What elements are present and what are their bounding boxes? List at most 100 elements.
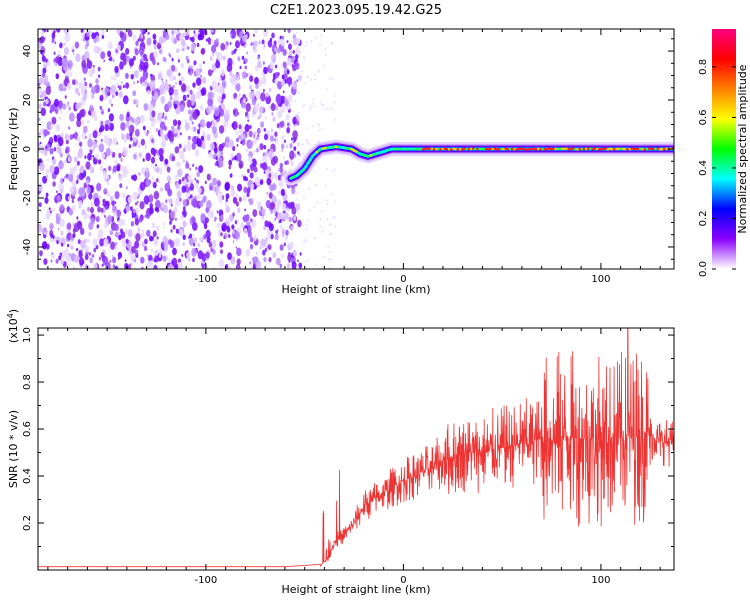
noise-speck: [288, 241, 294, 250]
trace-cell: [456, 148, 460, 151]
noise-speck: [125, 205, 131, 213]
noise-speck: [250, 160, 253, 164]
noise-speck: [112, 137, 118, 146]
noise-speck: [194, 177, 197, 181]
noise-speck: [126, 55, 130, 62]
noise-speck: [59, 218, 65, 228]
noise-speck: [76, 160, 80, 166]
noise-speck: [143, 195, 150, 205]
noise-speck: [101, 111, 104, 115]
noise-speck: [196, 171, 201, 178]
noise-speck: [105, 147, 111, 157]
noise-speck: [279, 166, 283, 173]
noise-speck: [60, 230, 64, 236]
noise-speck: [141, 241, 146, 248]
noise-speck: [159, 88, 164, 96]
noise-speck: [58, 255, 62, 261]
noise-speck: [134, 240, 140, 249]
noise-speck: [307, 219, 309, 222]
noise-speck: [249, 172, 254, 179]
noise-speck: [105, 205, 108, 210]
noise-speck: [118, 85, 122, 91]
noise-speck: [151, 138, 155, 143]
noise-speck: [168, 239, 172, 245]
noise-speck: [249, 243, 254, 250]
noise-speck: [247, 230, 252, 238]
noise-speck: [176, 190, 182, 199]
noise-speck: [277, 110, 282, 119]
noise-speck: [191, 142, 196, 150]
noise-speck: [280, 104, 286, 113]
noise-speck: [319, 218, 322, 221]
spectrogram-xlabel: Height of straight line (km): [281, 283, 430, 296]
noise-speck: [194, 182, 199, 190]
noise-speck: [330, 223, 332, 226]
noise-speck: [146, 229, 151, 237]
noise-speck: [303, 241, 305, 244]
noise-speck: [72, 79, 76, 86]
noise-speck: [76, 248, 78, 252]
noise-speck: [145, 211, 151, 219]
noise-speck: [296, 46, 299, 49]
noise-speck: [315, 37, 317, 40]
noise-speck: [329, 250, 331, 253]
trace-cell: [467, 147, 471, 151]
noise-speck: [97, 66, 101, 72]
noise-speck: [250, 218, 253, 223]
colorbar: 0.0 0.2 0.4 0.6 0.8 Normalized spectral ampl…: [698, 29, 749, 277]
noise-speck: [153, 152, 156, 157]
trace-cell: [500, 147, 504, 151]
noise-speck: [90, 166, 95, 174]
noise-speck: [91, 32, 96, 40]
noise-speck: [111, 75, 114, 80]
noise-speck: [38, 82, 41, 87]
noise-speck: [110, 241, 116, 250]
trace-cell: [519, 147, 523, 151]
noise-speck: [318, 69, 320, 72]
noise-speck: [326, 167, 328, 170]
noise-speck: [45, 98, 49, 105]
noise-speck: [284, 235, 288, 241]
noise-speck: [245, 102, 251, 112]
noise-speck: [281, 74, 285, 80]
noise-speck: [260, 92, 266, 102]
noise-speck: [228, 165, 232, 170]
noise-speck: [192, 221, 198, 231]
noise-speck: [135, 202, 138, 206]
noise-speck: [41, 72, 46, 78]
noise-speck: [68, 71, 73, 78]
trace-cell: [541, 148, 545, 151]
noise-speck: [257, 257, 260, 261]
noise-speck: [68, 106, 71, 111]
noise-speck: [211, 44, 217, 54]
noise-speck: [85, 135, 87, 139]
noise-speck: [238, 124, 242, 130]
noise-speck: [306, 223, 308, 226]
noise-speck: [53, 166, 60, 176]
trace-cell: [432, 148, 436, 151]
noise-speck: [242, 34, 247, 43]
noise-speck: [81, 119, 85, 126]
noise-speck: [39, 250, 43, 257]
noise-speck: [38, 42, 42, 50]
noise-speck: [218, 76, 222, 82]
noise-speck: [320, 34, 322, 37]
noise-speck: [277, 190, 281, 195]
noise-speck: [263, 66, 268, 75]
noise-speck: [200, 74, 203, 79]
noise-speck: [303, 238, 306, 241]
noise-speck: [273, 40, 277, 46]
noise-speck: [184, 122, 190, 131]
noise-speck: [62, 88, 64, 92]
noise-speck: [40, 36, 45, 43]
noise-speck: [115, 241, 118, 246]
noise-speck: [49, 137, 53, 142]
noise-speck: [79, 141, 83, 147]
noise-speck: [321, 210, 323, 213]
noise-speck: [49, 165, 55, 174]
trace-cell: [330, 146, 334, 149]
noise-speck: [221, 80, 227, 89]
noise-speck: [68, 208, 74, 216]
trace-cell: [641, 148, 645, 151]
noise-speck: [114, 191, 120, 200]
